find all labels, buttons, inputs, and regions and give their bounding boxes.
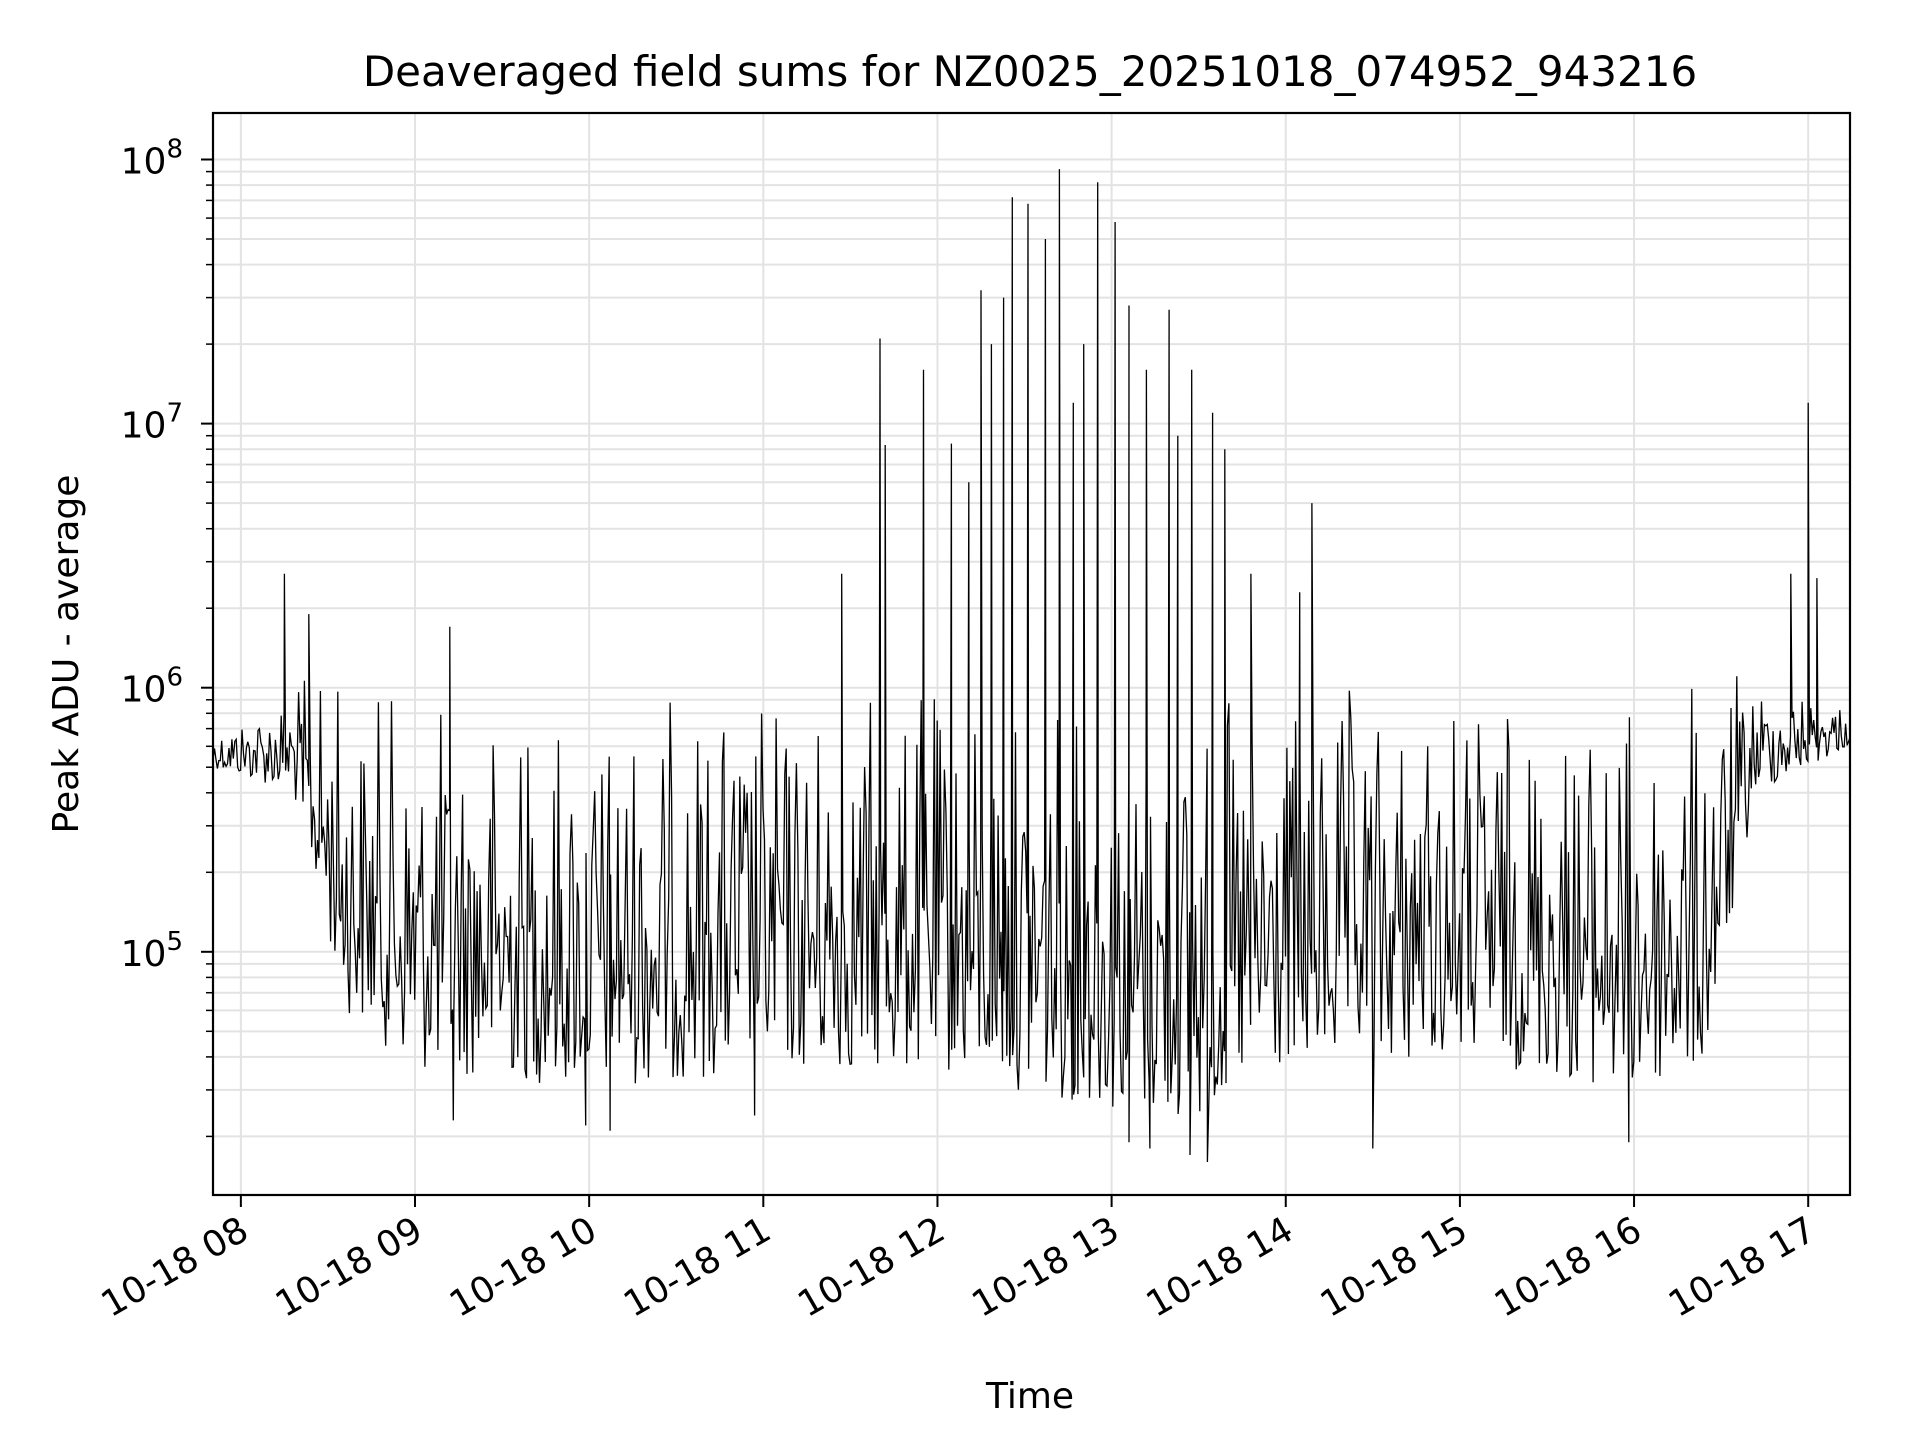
plot-frame bbox=[211, 111, 1852, 1197]
y-tick-label: 106 bbox=[121, 663, 183, 711]
y-tick-label: 107 bbox=[121, 399, 183, 447]
x-axis-label: Time bbox=[985, 1376, 1074, 1417]
y-tick-label: 108 bbox=[121, 135, 183, 183]
series-line bbox=[212, 169, 1851, 1163]
chart-title: Deaveraged field sums for NZ0025_2025101… bbox=[363, 47, 1697, 96]
y-axis-label: Peak ADU - average bbox=[46, 475, 87, 834]
data-series bbox=[212, 169, 1851, 1163]
grid bbox=[213, 113, 1850, 1195]
y-tick-label: 105 bbox=[121, 927, 183, 975]
y-axis: 105 106 107 108 bbox=[121, 135, 213, 1138]
